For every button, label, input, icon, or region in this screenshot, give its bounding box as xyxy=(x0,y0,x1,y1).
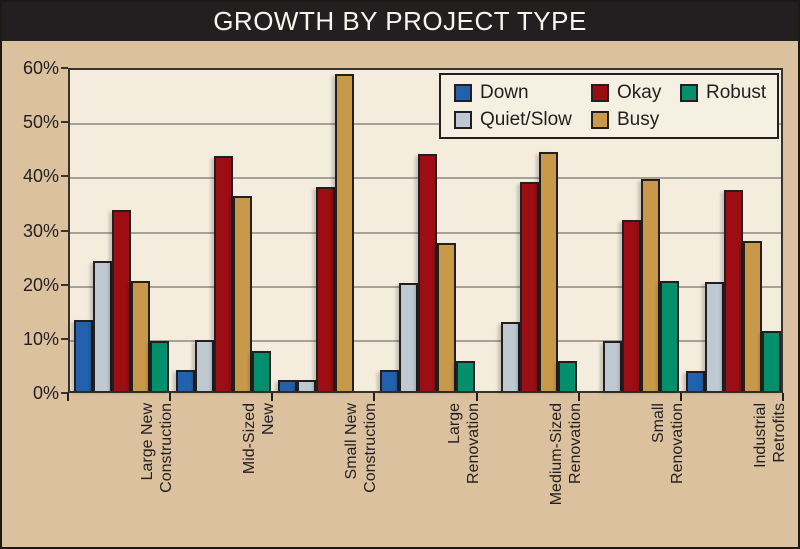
legend: Down Quiet/Slow Okay Busy Robust xyxy=(439,73,779,139)
bar-okay xyxy=(315,187,335,391)
legend-item-busy: Busy xyxy=(591,106,680,133)
bar-quiet-slow xyxy=(705,282,725,391)
bar-okay xyxy=(622,220,642,391)
bar-quiet-slow xyxy=(296,380,316,391)
legend-label: Quiet/Slow xyxy=(480,108,572,130)
legend-swatch xyxy=(591,110,609,129)
bar-busy xyxy=(334,74,354,391)
x-axis-tick xyxy=(271,393,274,401)
x-axis-tick xyxy=(67,393,69,401)
y-axis-label: 50% xyxy=(22,112,59,133)
y-axis-label: 20% xyxy=(22,274,59,295)
bar-down xyxy=(175,370,195,391)
bar-robust xyxy=(251,351,271,391)
bar-busy xyxy=(437,243,456,391)
legend-label: Down xyxy=(480,81,529,103)
bar-down xyxy=(73,320,93,391)
legend-item-quiet-slow: Quiet/Slow xyxy=(454,106,591,133)
bar-okay xyxy=(213,156,233,391)
y-axis-label: 30% xyxy=(22,220,59,241)
legend-item-robust: Robust xyxy=(680,79,777,106)
bar-quiet-slow xyxy=(399,283,418,391)
legend-swatch xyxy=(454,83,472,102)
legend-label: Robust xyxy=(706,81,767,103)
bar-down xyxy=(277,380,297,391)
legend-label: Okay xyxy=(617,81,662,103)
bar-busy xyxy=(743,241,763,391)
x-axis-category-label: Small Renovation xyxy=(649,403,686,484)
y-axis-label: 60% xyxy=(22,58,59,78)
x-axis-tick xyxy=(577,393,580,401)
y-axis-tick xyxy=(61,175,68,178)
bar-quiet-slow xyxy=(92,261,112,391)
x-axis-tick xyxy=(373,393,376,401)
x-axis-category-label: Large Renovation xyxy=(445,403,482,484)
bar-down xyxy=(686,371,706,391)
y-axis-label: 0% xyxy=(32,383,59,403)
x-axis-category-label: Mid-Sized New xyxy=(241,403,278,475)
y-axis-tick xyxy=(61,67,68,69)
chart-canvas: Down Quiet/Slow Okay Busy Robust 60% 50% 40% 30… xyxy=(2,41,798,547)
bar-robust xyxy=(149,341,169,391)
x-axis-tick xyxy=(679,393,682,401)
y-axis-label: 10% xyxy=(22,328,59,349)
gridline-50 xyxy=(70,123,781,126)
y-axis-tick xyxy=(61,229,68,232)
y-axis-tick xyxy=(61,337,68,340)
x-axis-tick xyxy=(475,393,478,401)
plot-area: Down Quiet/Slow Okay Busy Robust xyxy=(68,68,783,393)
bar-down xyxy=(380,370,399,391)
legend-swatch xyxy=(591,83,609,102)
y-axis-tick xyxy=(61,283,68,286)
bar-okay xyxy=(418,154,437,391)
bar-robust xyxy=(456,361,475,391)
legend-item-okay: Okay xyxy=(591,79,680,106)
x-axis-category-label: Small New Construction xyxy=(343,403,380,493)
chart-title: GROWTH BY PROJECT TYPE xyxy=(213,6,587,36)
bar-okay xyxy=(724,190,744,391)
x-axis-tick xyxy=(169,393,172,401)
y-axis-label: 40% xyxy=(22,166,59,187)
x-axis-category-label: Large New Construction xyxy=(139,403,176,493)
legend-swatch xyxy=(680,83,698,102)
bar-busy xyxy=(539,152,559,391)
bar-robust xyxy=(762,331,782,391)
bar-okay xyxy=(111,210,131,391)
bar-robust xyxy=(558,361,578,391)
legend-item-down: Down xyxy=(454,79,591,106)
x-axis-category-label: Medium-Sized Renovation xyxy=(547,403,584,506)
y-axis-tick xyxy=(61,392,68,394)
bar-quiet-slow xyxy=(501,322,521,391)
legend-label: Busy xyxy=(617,108,660,130)
bar-busy xyxy=(641,179,661,391)
legend-swatch xyxy=(454,110,472,129)
bar-robust xyxy=(660,281,680,391)
bar-busy xyxy=(232,196,252,391)
bar-quiet-slow xyxy=(194,340,214,391)
x-axis-category-label: Industrial Retrofits xyxy=(751,403,788,468)
y-axis-tick xyxy=(61,121,68,124)
bar-quiet-slow xyxy=(603,341,623,391)
chart-title-bar: GROWTH BY PROJECT TYPE xyxy=(2,2,798,41)
x-axis-tick xyxy=(782,393,784,401)
bar-busy xyxy=(130,281,150,391)
bar-okay xyxy=(520,182,540,391)
